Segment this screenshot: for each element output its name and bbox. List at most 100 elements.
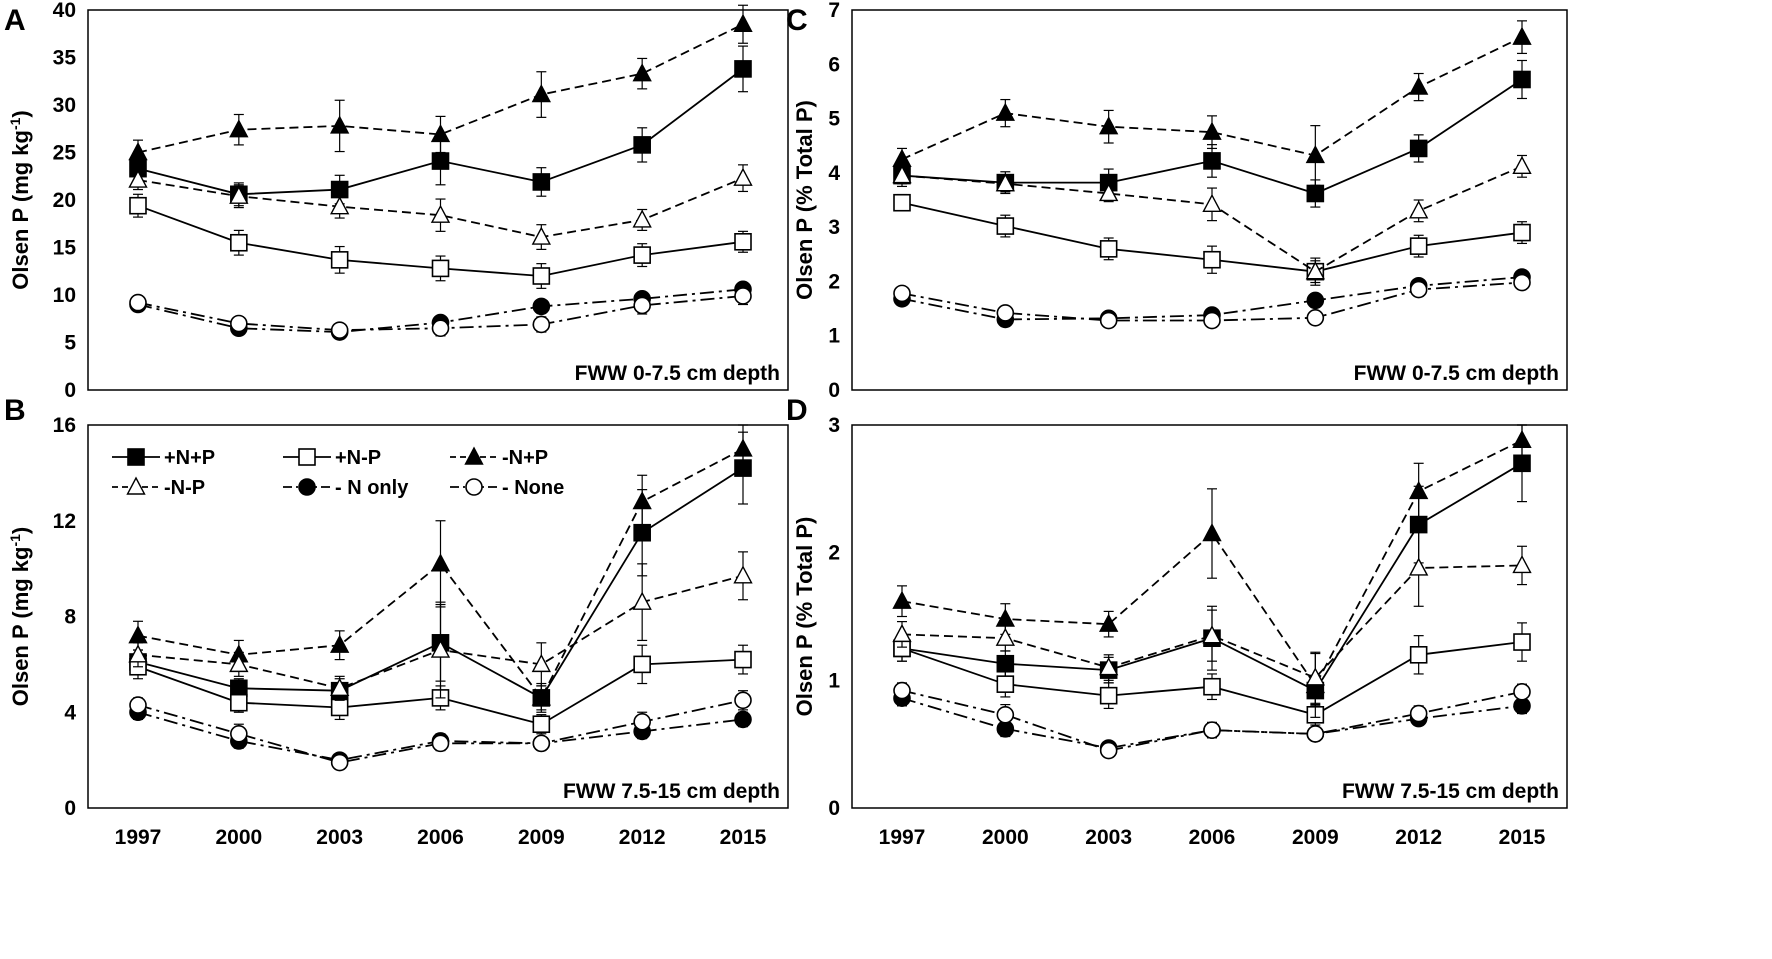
data-point — [893, 681, 911, 700]
y-axis-title: Olsen P (mg kg-1) — [7, 527, 33, 707]
data-point — [532, 734, 551, 753]
depth-annotation: FWW 0-7.5 cm depth — [575, 362, 780, 385]
legend-item: +N-P — [283, 447, 381, 469]
data-point — [531, 84, 551, 103]
data-point — [1099, 240, 1118, 258]
y-tick-label: 16 — [53, 414, 76, 437]
legend-marker — [298, 448, 316, 466]
legend-label: - N only — [335, 477, 409, 499]
data-point — [996, 706, 1015, 724]
panel-letter: A — [4, 4, 26, 37]
data-point — [532, 715, 551, 734]
data-point — [1099, 741, 1118, 760]
data-point — [734, 233, 752, 251]
panel-letter: D — [786, 394, 808, 427]
data-point — [229, 653, 249, 673]
data-point — [230, 724, 248, 743]
data-point — [734, 691, 752, 710]
plot-frame — [87, 424, 789, 809]
data-point — [330, 196, 350, 215]
y-axis-title: Olsen P (mg kg-1) — [7, 110, 33, 290]
series-none — [893, 273, 1531, 330]
data-point — [893, 284, 911, 303]
data-point — [1306, 725, 1325, 743]
data-point — [430, 553, 451, 572]
data-point — [1202, 121, 1222, 140]
data-point — [1409, 139, 1428, 158]
data-point — [734, 287, 752, 305]
y-tick-label: 1 — [828, 325, 840, 348]
data-point — [330, 634, 350, 653]
data-point — [431, 259, 450, 278]
data-point — [733, 565, 753, 584]
panel-b: B 0 4 8 12 16 Olsen P (mg kg-1) FWW 7.5-15 cm d… — [4, 394, 789, 849]
y-tick-label: 1 — [828, 669, 840, 692]
panel-letter: B — [4, 394, 26, 427]
panel-d: D 0 1 2 3 Olsen P (% Total P) FWW 7.5-15 cm de… — [786, 394, 1568, 849]
x-tick-label: 2009 — [1292, 826, 1339, 849]
legend-marker — [465, 478, 483, 496]
series-np — [892, 20, 1532, 186]
legend: +N+P +N-P -N+P -N-P - N only - None — [112, 446, 564, 499]
x-tick-label: 1997 — [879, 826, 926, 849]
y-tick-label: 15 — [53, 237, 77, 260]
data-point — [229, 119, 249, 138]
data-point — [1099, 182, 1119, 202]
x-tick-label: 2006 — [417, 826, 464, 849]
data-point — [1203, 677, 1221, 696]
data-point — [430, 123, 451, 143]
plot-frame — [851, 424, 1568, 809]
data-point — [734, 60, 752, 78]
legend-item: -N-P — [112, 476, 205, 499]
legend-item: - N only — [283, 477, 409, 499]
data-point — [431, 152, 450, 170]
data-point — [1306, 184, 1325, 203]
x-tick-label: 2006 — [1189, 826, 1236, 849]
depth-annotation: FWW 7.5-15 cm depth — [1342, 780, 1559, 803]
series-none — [129, 286, 752, 339]
data-point — [633, 296, 651, 315]
legend-label: -N-P — [164, 477, 205, 499]
y-tick-label: 5 — [64, 332, 76, 355]
x-tick-label: 2015 — [720, 826, 767, 849]
x-tick-label: 2015 — [1499, 826, 1546, 849]
series-np — [892, 529, 1532, 704]
data-point — [632, 63, 652, 82]
data-point — [1305, 144, 1325, 164]
depth-annotation: FWW 7.5-15 cm depth — [563, 780, 780, 803]
y-tick-label: 0 — [828, 797, 840, 820]
data-point — [632, 591, 652, 610]
data-point — [733, 438, 753, 457]
data-point — [1513, 223, 1531, 242]
data-point — [633, 136, 651, 154]
data-point — [1409, 557, 1429, 576]
legend-marker — [298, 478, 316, 496]
data-point — [1409, 645, 1428, 664]
x-tick-label: 1997 — [115, 826, 162, 849]
data-point — [532, 267, 551, 285]
legend-marker — [127, 448, 145, 466]
data-point — [431, 319, 450, 338]
data-point — [532, 315, 551, 334]
data-point — [633, 713, 651, 731]
y-tick-label: 6 — [828, 53, 840, 76]
data-point — [532, 173, 551, 191]
data-point — [128, 644, 148, 663]
y-tick-label: 5 — [828, 108, 840, 131]
data-point — [430, 639, 451, 658]
data-point — [734, 650, 752, 669]
y-tick-label: 0 — [64, 379, 76, 402]
panel-a: A 0 5 10 15 20 25 30 35 40 Olsen P (mg kg-1) FWW 0-… — [4, 0, 789, 402]
data-point — [531, 226, 551, 245]
data-point — [1202, 523, 1222, 542]
data-point — [733, 167, 753, 186]
data-point — [632, 209, 652, 228]
legend-item: -N+P — [450, 446, 548, 469]
data-point — [330, 115, 350, 134]
depth-annotation: FWW 0-7.5 cm depth — [1354, 362, 1559, 385]
y-tick-label: 30 — [53, 94, 76, 117]
data-point — [1099, 686, 1118, 705]
data-point — [633, 246, 651, 264]
data-point — [230, 693, 248, 712]
series-np — [128, 164, 753, 250]
